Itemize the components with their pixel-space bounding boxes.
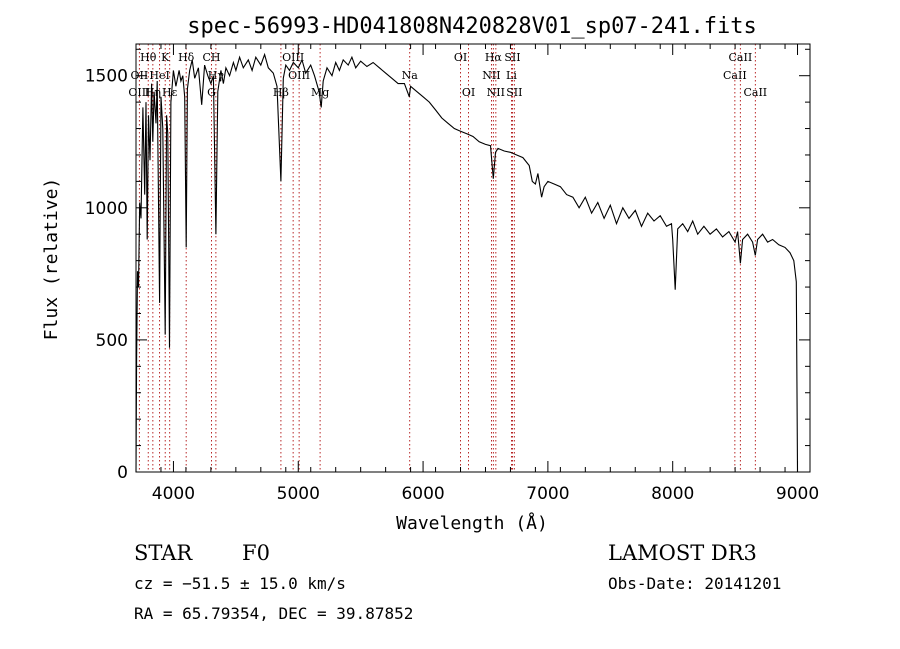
line-id-label: Hβ	[273, 86, 289, 99]
line-id-label: OIII	[128, 86, 150, 99]
line-id-label: Mg	[311, 86, 329, 99]
line-id-label: K	[161, 51, 170, 64]
y-tick-label: 0	[117, 463, 128, 483]
line-id-label: SII	[504, 51, 520, 64]
line-id-label: OIII	[288, 69, 310, 82]
spectral-subclass: F0	[242, 541, 270, 565]
line-id-label: Na	[402, 69, 419, 82]
observation-date: Obs-Date: 20141201	[608, 574, 781, 593]
x-tick-label: 6000	[401, 484, 444, 504]
line-id-label: OII	[131, 69, 149, 82]
line-id-label: Li	[506, 69, 517, 82]
plot-axes	[135, 43, 811, 473]
line-id-label: NII	[482, 69, 500, 82]
line-id-label: CaII	[723, 69, 747, 82]
line-id-label: Hη	[145, 86, 161, 99]
line-id-label: OI	[462, 86, 475, 99]
line-id-label: Hε	[162, 86, 178, 99]
tick-labels: 4000 5000 6000 7000 8000 9000 0 500 1000 1500	[85, 67, 819, 504]
object-class: STAR	[134, 541, 193, 565]
emission-line-markers	[138, 44, 756, 472]
line-id-label: OIII	[282, 51, 304, 64]
line-id-label: Hδ	[178, 51, 195, 64]
y-tick-label: 500	[96, 331, 128, 351]
line-id-label: CaII	[729, 51, 753, 64]
plot-frame	[135, 43, 811, 473]
line-id-label: HeI	[149, 69, 169, 82]
spectrum-series-line	[135, 52, 799, 473]
x-tick-label: 5000	[277, 484, 320, 504]
line-id-label: Hθ	[140, 51, 157, 64]
survey-name: LAMOST DR3	[608, 541, 757, 565]
x-tick-label: 8000	[651, 484, 694, 504]
line-id-label: Hγ	[208, 69, 225, 82]
x-tick-label: 4000	[152, 484, 195, 504]
x-tick-label: 9000	[776, 484, 819, 504]
redshift-cz: cz = −51.5 ± 15.0 km/s	[134, 574, 346, 593]
line-id-label: CaII	[743, 86, 767, 99]
chart-title: spec-56993-HD041808N420828V01_sp07-241.f…	[187, 14, 757, 39]
line-id-label: NII	[487, 86, 505, 99]
line-id-label: G	[207, 86, 216, 99]
x-axis-label: Wavelength (Å)	[396, 512, 548, 534]
line-id-label: Hα	[485, 51, 503, 64]
coordinates: RA = 65.79354, DEC = 39.87852	[134, 604, 413, 623]
y-axis-label: Flux (relative)	[41, 178, 62, 341]
y-tick-label: 1500	[85, 67, 128, 87]
line-id-label: OI	[454, 51, 467, 64]
x-tick-label: 7000	[526, 484, 569, 504]
y-tick-label: 1000	[85, 199, 128, 219]
line-id-label: CH	[203, 51, 221, 64]
line-id-label: SII	[506, 86, 522, 99]
